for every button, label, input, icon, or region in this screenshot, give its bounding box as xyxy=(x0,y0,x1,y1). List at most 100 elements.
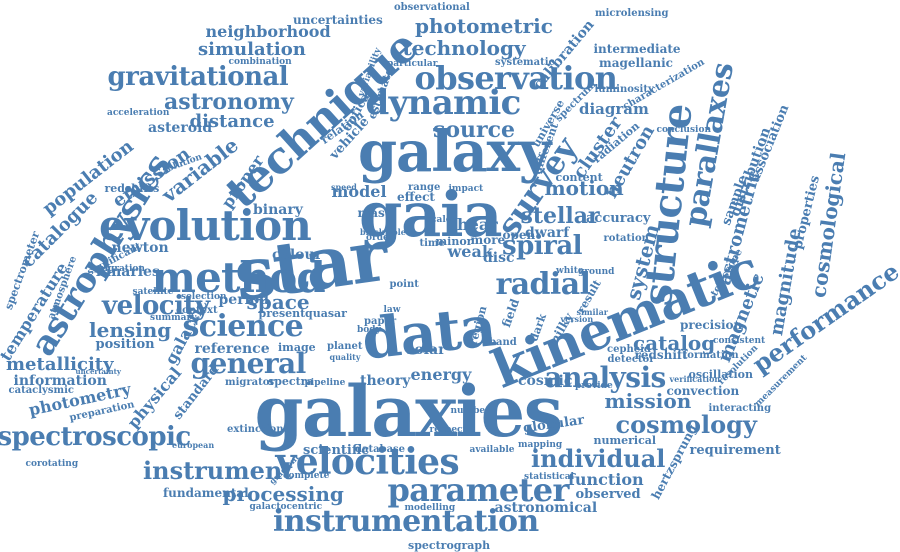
word-method: method xyxy=(151,253,326,302)
word-galaxy: galaxy xyxy=(358,119,551,185)
word-science: science xyxy=(182,309,304,344)
word-velocities: velocities xyxy=(275,441,460,483)
word-order: order xyxy=(366,232,394,243)
word-verification: verification xyxy=(669,374,721,384)
word-similar: similar xyxy=(576,307,608,317)
word-uncertainties: uncertainties xyxy=(293,13,383,27)
word-detector: detector xyxy=(607,354,655,365)
word-position: position xyxy=(95,336,155,352)
word-shear: shear xyxy=(448,215,498,234)
word-black: black xyxy=(360,227,385,237)
word-combination: combination xyxy=(228,56,292,67)
word-statistical: statistical xyxy=(524,471,575,482)
word-band: band xyxy=(489,337,517,348)
word-modelling: modelling xyxy=(404,502,456,513)
word-spectroscopic: spectroscopic xyxy=(0,422,191,452)
word-time: time xyxy=(419,238,445,249)
word-source: source xyxy=(433,117,516,143)
word-lensing: lensing xyxy=(89,318,172,342)
word-galaxies: galaxies xyxy=(254,370,564,453)
word-requirement: requirement xyxy=(689,442,781,458)
word-galactocentric: galactocentric xyxy=(249,501,323,512)
word-weak: weak xyxy=(447,242,493,261)
word-observation: observation xyxy=(414,59,618,97)
word-stellar: stellar xyxy=(520,203,600,229)
word-energy: energy xyxy=(410,365,472,384)
word-spiral: spiral xyxy=(502,231,583,261)
word-cosmological: cosmological xyxy=(805,150,850,300)
word-migrator: migrator xyxy=(225,377,275,388)
word-summary: summary xyxy=(150,312,197,323)
word-oscillation: oscillation xyxy=(688,367,754,381)
word-law: law xyxy=(383,304,401,315)
word-respect: respect xyxy=(429,424,467,435)
word-available: available xyxy=(469,444,515,455)
word-instrumentation: instrumentation xyxy=(273,504,539,539)
word-redshifts: redshifts xyxy=(104,181,160,195)
word-planet: planet xyxy=(327,341,363,352)
word-individual: individual xyxy=(531,444,666,473)
word-accuracy: accuracy xyxy=(586,210,651,226)
word-solar: solar xyxy=(406,342,446,358)
word-context: context xyxy=(176,305,218,316)
word-astronomical: astronomical xyxy=(494,500,598,516)
word-redshift: redshift xyxy=(634,348,688,362)
word-binary: binary xyxy=(253,202,303,218)
word-number: number xyxy=(450,405,490,416)
word-pipeline: pipeline xyxy=(304,377,346,388)
word-distance: distance xyxy=(189,111,275,132)
word-processing: processing xyxy=(222,482,344,506)
word-particular: particular xyxy=(387,58,438,69)
word-rotation: rotation xyxy=(603,233,649,244)
word-ground: ground xyxy=(578,266,615,277)
word-catalog: catalog xyxy=(633,331,716,355)
word-evolution: evolution xyxy=(99,201,312,250)
word-microlensing: microlensing xyxy=(595,8,669,19)
word-technology: technology xyxy=(402,36,526,60)
word-binaries: binaries xyxy=(96,264,160,280)
word-selection: selection xyxy=(181,291,227,302)
word-precision: precision xyxy=(680,318,743,332)
word-mapping: mapping xyxy=(518,439,563,450)
word-function: function xyxy=(568,470,644,489)
word-content: content xyxy=(555,170,603,184)
word-mission: mission xyxy=(604,389,692,413)
word-minor: minor xyxy=(435,234,473,248)
word-observational: observational xyxy=(394,2,470,13)
word-theory: theory xyxy=(360,373,411,389)
word-fundamental: fundamental xyxy=(163,486,249,500)
word-satellite: satellite xyxy=(132,286,174,297)
word-more: more xyxy=(470,233,506,247)
word-gravitational: gravitational xyxy=(107,62,289,92)
word-cepheid: cepheid xyxy=(607,344,651,355)
word-open: open xyxy=(502,228,536,242)
word-image: image xyxy=(278,340,316,354)
word-numerical: numerical xyxy=(593,433,657,447)
word-complete: complete xyxy=(283,470,330,481)
word-newton: newton xyxy=(111,240,169,256)
word-observed: observed xyxy=(575,486,641,502)
word-paper: paper xyxy=(364,316,397,327)
word-metallicity: metallicity xyxy=(6,354,114,375)
word-magellanic: magellanic xyxy=(599,56,673,70)
word-database: database xyxy=(355,444,406,455)
word-space: space xyxy=(246,290,310,314)
word-formation: formation xyxy=(683,350,739,361)
word-asteroid: asteroid xyxy=(148,120,213,136)
word-reference: reference xyxy=(194,341,270,357)
word-spectra: spectra xyxy=(268,374,314,388)
word-simulation: simulation xyxy=(198,39,306,60)
word-quasar: quasar xyxy=(305,306,347,320)
word-disc: disc xyxy=(483,250,515,266)
word-convection: convection xyxy=(666,384,740,398)
word-colour: colour xyxy=(272,247,323,263)
word-provide: provide xyxy=(575,380,613,391)
word-parameter: parameter xyxy=(387,471,570,509)
word-uncertainty: uncertainty xyxy=(75,366,121,376)
word-gaia: gaia xyxy=(359,178,503,251)
word-mas: mas xyxy=(357,206,385,220)
word-effect: effect xyxy=(397,190,435,204)
word-hole: hole xyxy=(386,227,406,237)
word-speed: speed xyxy=(331,182,357,192)
